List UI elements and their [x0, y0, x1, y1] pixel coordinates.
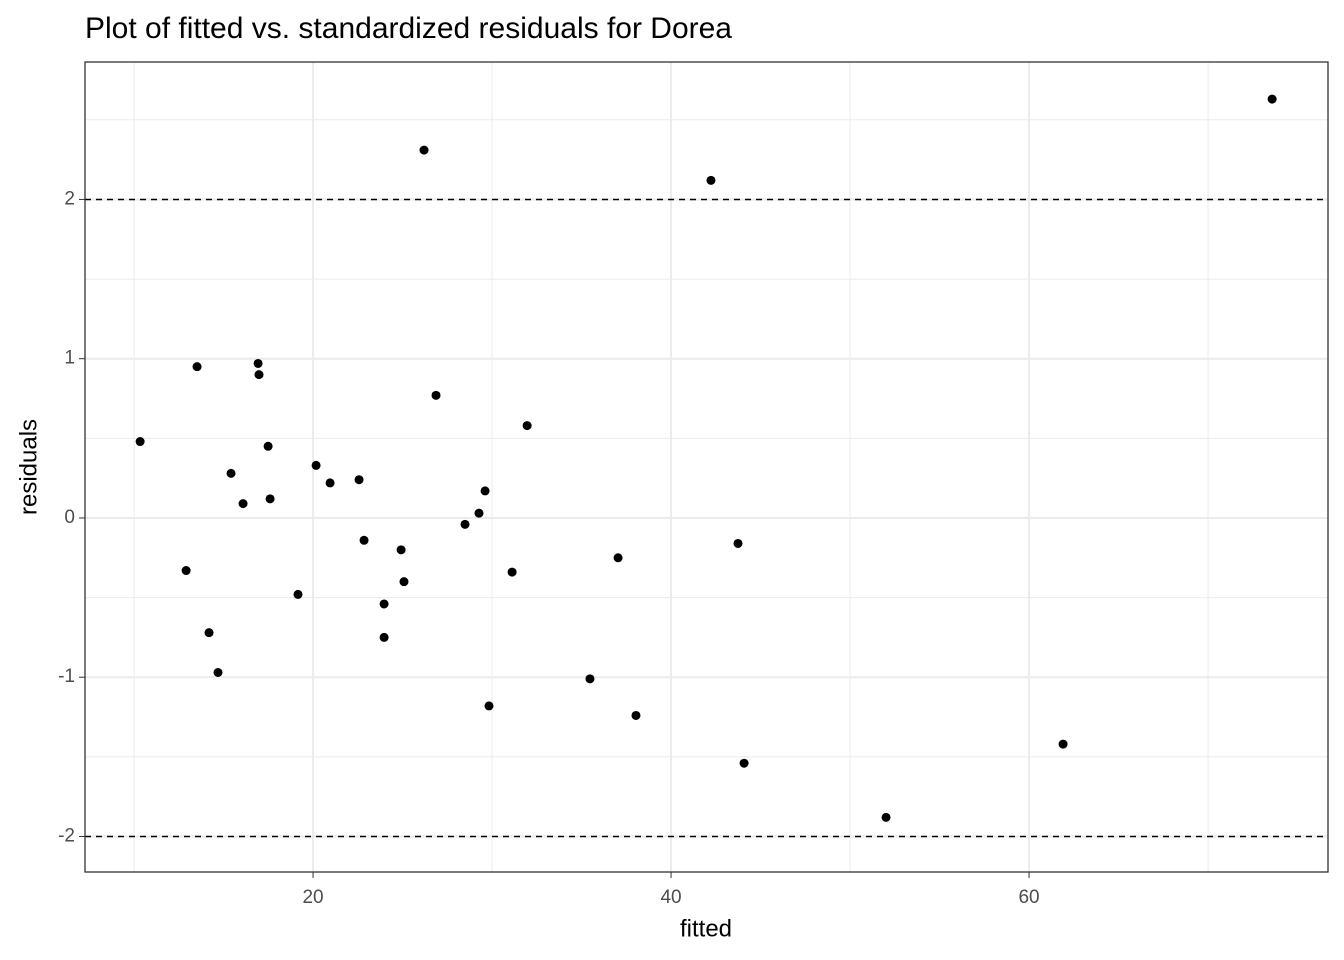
point — [706, 175, 716, 185]
y-tick-label: 2 — [64, 188, 75, 209]
y-tick-label: -2 — [58, 826, 75, 847]
point — [213, 667, 223, 677]
point — [311, 460, 321, 470]
point — [431, 390, 441, 400]
point — [263, 441, 273, 451]
point — [379, 599, 389, 609]
x-tick-label: 60 — [1018, 887, 1039, 908]
point — [484, 701, 494, 711]
panel-border — [84, 61, 1329, 873]
point — [265, 494, 275, 504]
point — [881, 812, 891, 822]
y-tick-label: 1 — [64, 348, 75, 369]
x-tick-label: 40 — [660, 887, 681, 908]
point — [204, 628, 214, 638]
x-tick-label: 20 — [302, 887, 323, 908]
point — [135, 437, 145, 447]
chart-title: Plot of fitted vs. standardized residual… — [85, 12, 732, 45]
x-axis-label: fitted — [680, 915, 732, 942]
point — [253, 358, 263, 368]
point — [359, 535, 369, 545]
point — [379, 632, 389, 642]
point — [181, 566, 191, 576]
point — [1058, 739, 1068, 749]
point — [293, 589, 303, 599]
y-tick-label: 0 — [64, 507, 75, 528]
point — [739, 758, 749, 768]
point — [354, 475, 364, 485]
y-axis-label: residuals — [15, 419, 42, 515]
point — [192, 362, 202, 372]
point — [631, 710, 641, 720]
point — [522, 421, 532, 431]
point — [507, 567, 517, 577]
point — [396, 545, 406, 555]
point — [480, 486, 490, 496]
point — [460, 519, 470, 529]
point — [254, 370, 264, 380]
point — [238, 499, 248, 509]
point — [226, 468, 236, 478]
point — [474, 508, 484, 518]
point — [325, 478, 335, 488]
point — [613, 553, 623, 563]
point — [399, 577, 409, 587]
point — [1267, 94, 1277, 104]
point — [419, 145, 429, 155]
point — [733, 538, 743, 548]
point — [585, 674, 595, 684]
y-tick-label: -1 — [58, 666, 75, 687]
